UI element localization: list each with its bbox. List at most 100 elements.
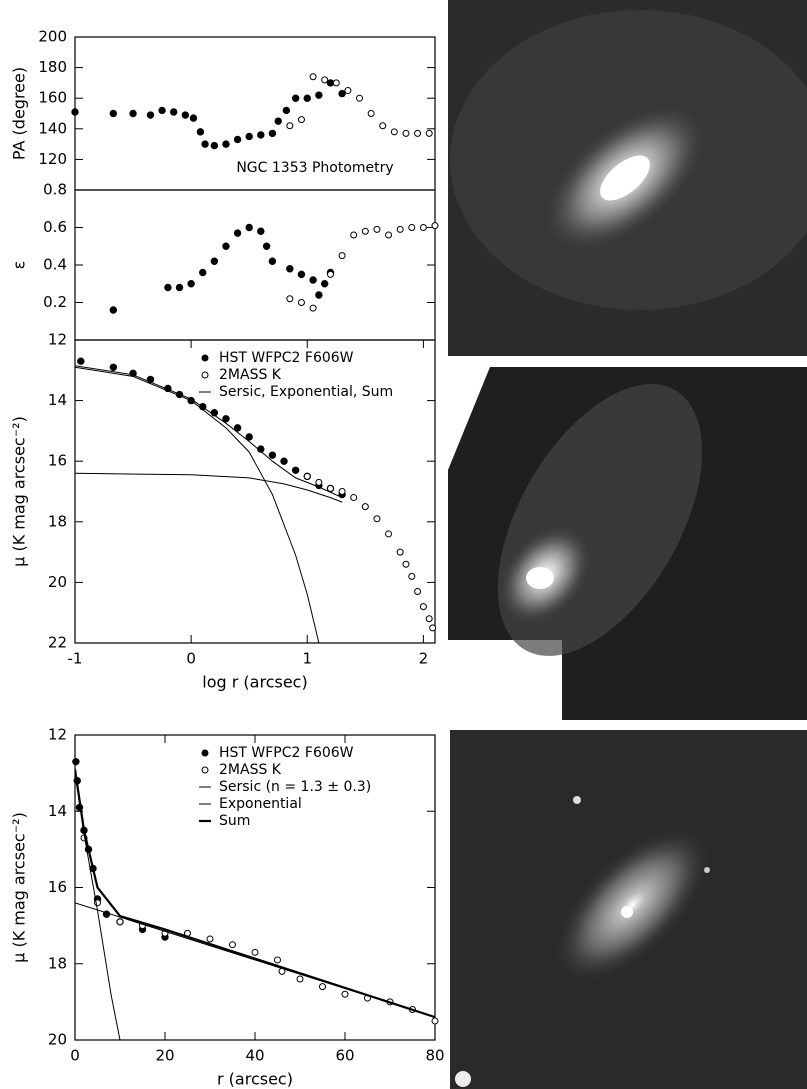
legend-marker: [201, 766, 209, 774]
legend-label: Sersic, Exponential, Sum: [219, 384, 393, 400]
open-point: [297, 116, 305, 124]
filled-point: [164, 283, 172, 292]
x-tick-label: 1: [302, 650, 312, 668]
open-point: [367, 110, 375, 117]
legend-label: Sersic (n = 1.3 ± 0.3): [219, 779, 371, 795]
open-point: [408, 572, 416, 580]
filled-point: [77, 357, 85, 365]
open-point: [402, 129, 410, 137]
open-point: [286, 295, 294, 303]
y-tick-label: 160: [38, 89, 67, 107]
filled-point: [158, 106, 166, 115]
open-point: [425, 129, 433, 137]
y-axis-label: μ (K mag arcsec⁻²): [10, 812, 29, 963]
open-point: [297, 299, 305, 306]
filled-point: [326, 79, 335, 87]
filled-point: [257, 131, 265, 139]
filled-point: [222, 140, 230, 148]
filled-point: [268, 451, 277, 459]
open-point: [338, 488, 346, 495]
filled-point: [187, 280, 195, 288]
open-point: [373, 225, 381, 233]
filled-point: [233, 424, 242, 432]
x-tick-label: 60: [335, 1047, 354, 1065]
plot-frame: [74, 189, 436, 341]
filled-point: [280, 457, 288, 465]
y-tick-label: 12: [48, 331, 67, 349]
open-point: [396, 225, 404, 233]
open-point: [429, 624, 437, 632]
filled-point: [109, 363, 118, 371]
open-point: [431, 222, 439, 230]
filled-point: [315, 91, 323, 99]
filled-point: [245, 433, 253, 441]
filled-point: [291, 466, 300, 474]
annotation: NGC 1353 Photometry: [236, 160, 393, 176]
filled-point: [109, 109, 118, 118]
filled-point: [71, 108, 79, 116]
x-tick-label: 80: [425, 1047, 444, 1065]
filled-point: [338, 89, 346, 98]
galaxy-image-hst: [448, 0, 807, 356]
filled-point: [262, 242, 271, 250]
y-tick-label: 200: [38, 28, 67, 46]
open-point: [309, 304, 317, 312]
legend-label: 2MASS K: [219, 367, 282, 383]
legend-label: Sum: [219, 813, 250, 829]
open-point: [431, 1017, 439, 1025]
x-tick-label: 0: [70, 1047, 80, 1065]
legend-label: HST WFPC2 F606W: [219, 350, 354, 366]
open-point: [206, 935, 214, 943]
open-point: [419, 603, 427, 611]
open-point: [303, 472, 311, 480]
y-tick-label: 20: [48, 573, 67, 591]
x-axis-label: log r (arcsec): [202, 673, 307, 692]
y-tick-label: 20: [48, 1031, 67, 1049]
y-tick-label: 0.8: [43, 181, 67, 199]
legend-marker: [201, 371, 209, 379]
open-point: [319, 983, 326, 991]
legend-label: 2MASS K: [219, 762, 282, 778]
open-point: [396, 548, 404, 556]
filled-point: [222, 415, 230, 423]
y-axis-label: ε: [10, 261, 29, 270]
filled-point: [268, 257, 277, 265]
y-tick-label: 16: [48, 878, 67, 896]
open-point: [379, 122, 387, 130]
y-tick-label: 14: [48, 802, 67, 820]
open-point: [341, 990, 349, 998]
filled-point: [315, 291, 323, 299]
filled-point: [282, 106, 291, 115]
model-curve: [75, 366, 320, 643]
filled-point: [72, 757, 80, 766]
open-point: [344, 87, 352, 95]
y-tick-label: 180: [38, 58, 67, 76]
filled-point: [109, 306, 118, 314]
open-point: [350, 494, 358, 502]
open-point: [116, 918, 124, 926]
filled-point: [170, 108, 178, 116]
y-tick-label: 18: [48, 512, 67, 530]
open-point: [385, 530, 393, 538]
x-tick-label: 2: [419, 650, 429, 668]
filled-point: [201, 140, 209, 148]
y-tick-label: 140: [38, 119, 67, 137]
y-tick-label: 16: [48, 452, 67, 470]
model-curve: [75, 472, 343, 503]
filled-point: [146, 111, 155, 119]
filled-point: [129, 109, 137, 118]
open-point: [274, 956, 281, 964]
open-point: [361, 503, 369, 511]
filled-point: [233, 229, 242, 237]
open-point: [286, 122, 294, 130]
y-tick-label: 14: [48, 391, 67, 409]
y-axis-label: μ (K mag arcsec⁻²): [10, 416, 29, 567]
filled-point: [210, 257, 219, 265]
filled-point: [291, 94, 300, 102]
model-curve: [75, 365, 343, 499]
y-tick-label: 22: [48, 634, 67, 652]
filled-point: [175, 283, 184, 292]
x-tick-label: -1: [68, 650, 83, 668]
filled-point: [297, 270, 306, 279]
galaxy-image-mosaic: [448, 356, 807, 720]
